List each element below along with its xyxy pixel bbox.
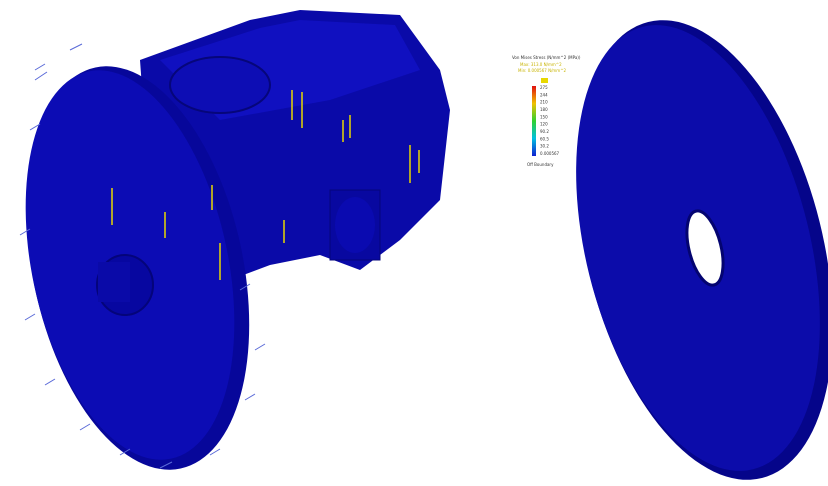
- right-flange: [534, 0, 828, 486]
- legend-max: Max: 313.0 N/mm^2: [520, 62, 562, 67]
- legend-label: 275: [540, 85, 548, 90]
- color-bar: [532, 86, 536, 156]
- legend-label: 60.5: [540, 136, 549, 141]
- legend-title: Von Mises Stress (N/mm^2 (MPa)): [512, 55, 581, 60]
- legend-label: 150: [540, 114, 548, 119]
- legend-label: 244: [540, 92, 548, 97]
- legend-label: 30.2: [540, 144, 549, 149]
- legend-footer: Off Boundary: [527, 162, 554, 167]
- legend-label: 90.2: [540, 129, 549, 134]
- render-view: Von Mises Stress (N/mm^2 (MPa)) Max: 313…: [0, 0, 828, 486]
- screenshot: Von Mises Stress (N/mm^2 (MPa)) Max: 313…: [0, 0, 828, 486]
- yield-marker: [541, 78, 548, 83]
- legend-label: 120: [540, 122, 548, 127]
- legend-label: 180: [540, 107, 548, 112]
- legend-label: 210: [540, 100, 548, 105]
- legend: Von Mises Stress (N/mm^2 (MPa)) Max: 313…: [512, 55, 581, 167]
- legend-label: 0.000567: [540, 151, 560, 156]
- legend-min: Min: 0.000567 N/mm^2: [518, 68, 567, 73]
